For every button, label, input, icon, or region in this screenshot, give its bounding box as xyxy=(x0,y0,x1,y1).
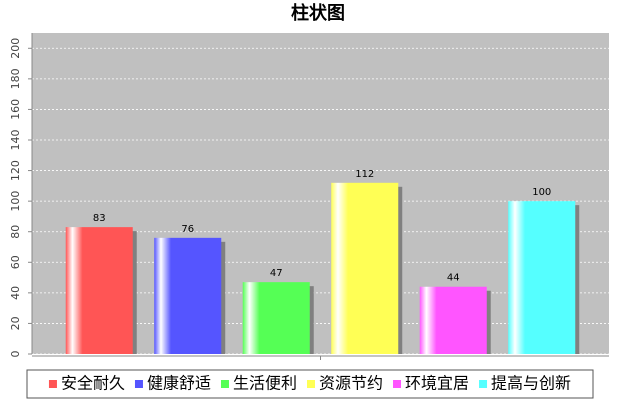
bar xyxy=(508,201,576,354)
value-label: 112 xyxy=(355,169,374,180)
legend-label: 环境宜居 xyxy=(405,374,469,393)
y-tick-label: 40 xyxy=(9,286,22,300)
y-tick-label: 140 xyxy=(9,130,22,151)
y-tick-label: 160 xyxy=(9,99,22,120)
y-tick-label: 200 xyxy=(9,38,22,59)
bar xyxy=(65,227,133,354)
value-label: 83 xyxy=(93,213,106,224)
legend-label: 安全耐久 xyxy=(61,374,125,393)
legend-label: 提高与创新 xyxy=(491,374,571,393)
chart-title: 柱状图 xyxy=(291,2,345,24)
y-tick-label: 60 xyxy=(9,255,22,269)
y-tick-label: 100 xyxy=(9,191,22,212)
legend-swatch xyxy=(48,380,57,388)
value-label: 47 xyxy=(270,268,283,279)
y-tick-label: 180 xyxy=(9,68,22,89)
bar xyxy=(331,182,399,354)
legend-swatch xyxy=(393,380,402,388)
bar xyxy=(242,282,310,354)
y-tick-label: 120 xyxy=(9,160,22,181)
legend-swatch xyxy=(307,380,315,388)
value-label: 76 xyxy=(181,224,194,235)
legend-label: 健康舒适 xyxy=(147,374,211,393)
legend-swatch xyxy=(134,380,143,388)
y-tick-label: 20 xyxy=(9,316,22,330)
legend-label: 资源节约 xyxy=(319,374,383,393)
y-tick-label: 80 xyxy=(9,225,22,239)
value-label: 44 xyxy=(447,273,460,284)
bar xyxy=(419,286,487,354)
bar xyxy=(154,237,222,354)
legend-swatch xyxy=(479,380,488,388)
legend-label: 生活便利 xyxy=(233,374,297,393)
y-tick-label: 0 xyxy=(9,351,22,358)
value-label: 100 xyxy=(532,187,551,198)
legend-swatch xyxy=(220,380,229,388)
